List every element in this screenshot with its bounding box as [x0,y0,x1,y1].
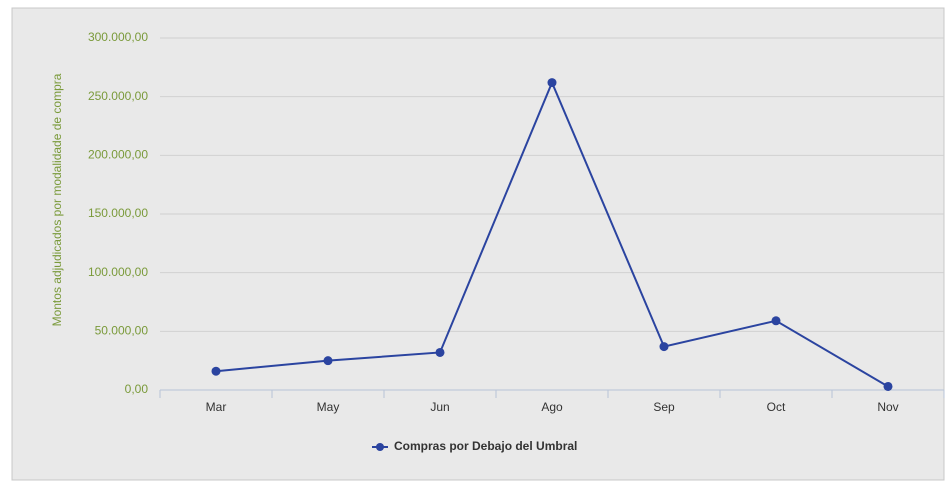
legend-marker [376,443,384,451]
y-tick-label: 0,00 [125,382,149,396]
data-point [883,381,893,391]
y-tick-label: 150.000,00 [88,206,148,220]
x-tick-label: Ago [541,400,563,414]
data-point [211,366,221,376]
x-tick-label: May [317,400,340,414]
y-tick-label: 300.000,00 [88,30,148,44]
panel [11,7,945,481]
y-axis-label: Montos adjudicados por modalidade de com… [50,73,64,326]
data-point [323,356,333,366]
y-tick-label: 50.000,00 [95,324,149,338]
data-point [435,347,445,357]
data-point [771,316,781,326]
legend-label: Compras por Debajo del Umbral [394,439,577,453]
y-tick-label: 100.000,00 [88,265,148,279]
data-point [547,78,557,88]
x-tick-label: Nov [877,400,898,414]
x-tick-label: Oct [767,400,786,414]
y-tick-label: 250.000,00 [88,89,148,103]
x-tick-label: Jun [430,400,449,414]
y-tick-label: 200.000,00 [88,148,148,162]
x-tick-label: Mar [206,400,227,414]
x-tick-label: Sep [653,400,675,414]
data-point [659,342,669,352]
